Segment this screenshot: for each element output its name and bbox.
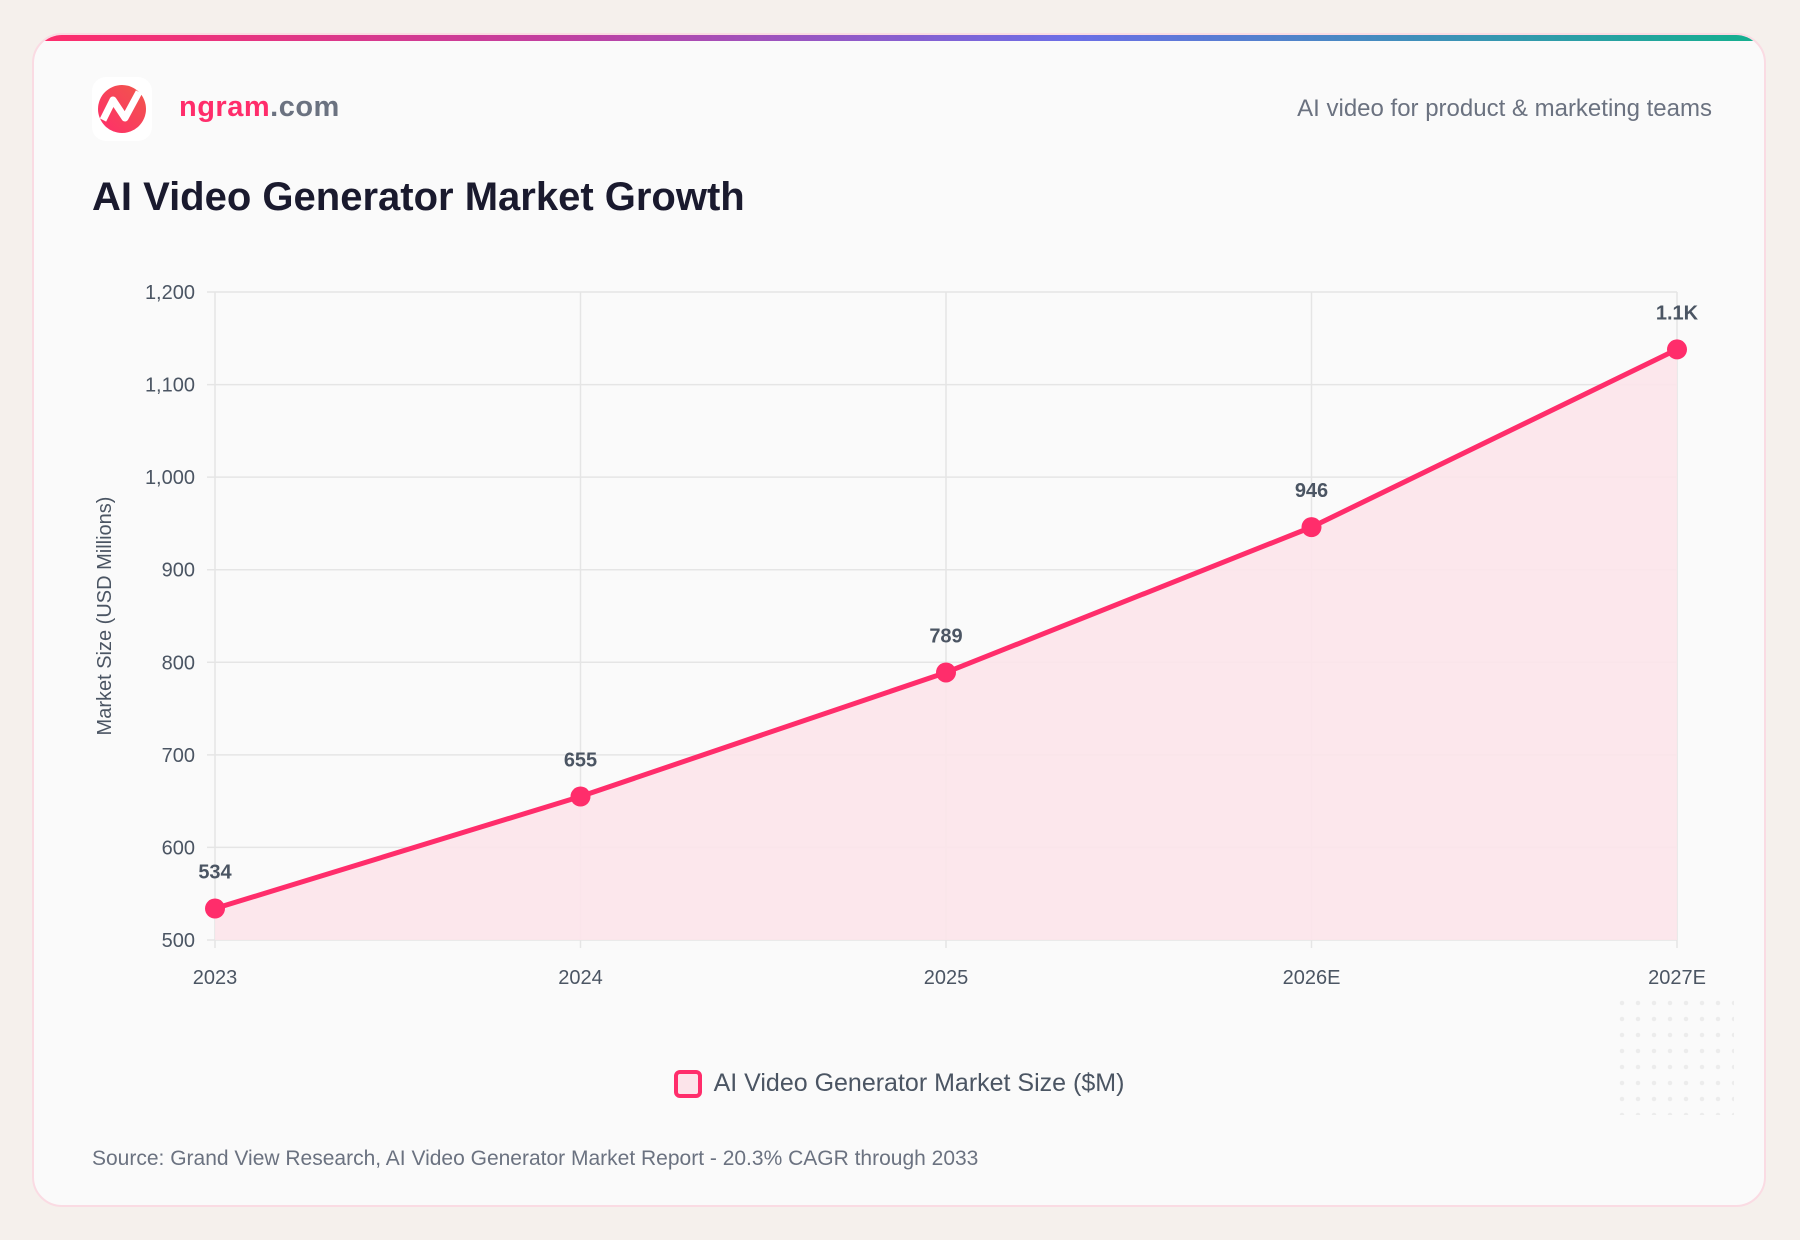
y-tick-label: 500 (162, 930, 195, 952)
chart-title: AI Video Generator Market Growth (92, 175, 745, 219)
legend-label: AI Video Generator Market Size ($M) (713, 1069, 1125, 1097)
data-label: 946 (1295, 480, 1328, 502)
y-tick-label: 600 (162, 837, 195, 859)
data-point (205, 898, 225, 919)
x-tick-label: 2026E (1283, 967, 1341, 989)
data-point (1301, 517, 1322, 538)
y-tick-label: 1,200 (145, 282, 195, 304)
legend-swatch (673, 1069, 702, 1098)
dot-pattern (1614, 995, 1734, 1115)
data-label: 1.1K (1656, 302, 1699, 324)
ngram-logo (92, 77, 152, 141)
tagline: AI video for product & marketing teams (1297, 95, 1712, 122)
y-tick-label: 800 (162, 652, 195, 674)
y-tick-label: 900 (162, 560, 195, 582)
x-tick-label: 2024 (558, 967, 603, 989)
brand-name-text: ngram (179, 91, 271, 123)
x-tick-label: 2023 (193, 967, 238, 989)
brand-tld: .com (270, 91, 340, 123)
legend[interactable]: AI Video Generator Market Size ($M) (34, 1069, 1764, 1098)
area-fill (215, 349, 1677, 940)
x-tick-label: 2025 (924, 967, 969, 989)
data-point (570, 786, 591, 807)
gradient-bar (34, 35, 1764, 41)
y-axis-label: Market Size (USD Millions) (94, 497, 116, 736)
y-tick-label: 700 (162, 745, 195, 767)
y-tick-label: 1,000 (145, 467, 195, 489)
data-label: 655 (564, 750, 597, 772)
y-tick-label: 1,100 (145, 375, 195, 397)
data-label: 534 (198, 862, 232, 884)
data-point (1667, 339, 1687, 360)
data-label: 789 (929, 625, 962, 647)
x-tick-label: 2027E (1648, 967, 1706, 989)
brand-name: ngram.com (179, 91, 340, 124)
source-note: Source: Grand View Research, AI Video Ge… (92, 1147, 979, 1170)
data-point (936, 662, 956, 683)
